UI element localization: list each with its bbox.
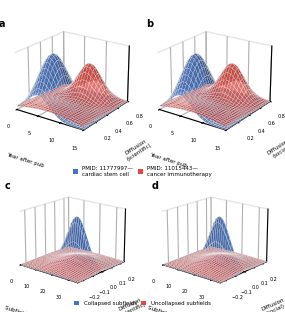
Y-axis label: Diffusion
(scientific): Diffusion (scientific) xyxy=(116,296,147,312)
X-axis label: Subfield age: Subfield age xyxy=(4,305,39,312)
X-axis label: Year after pub: Year after pub xyxy=(149,153,187,169)
Text: b: b xyxy=(146,19,153,29)
Text: a: a xyxy=(0,19,5,29)
Text: d: d xyxy=(151,181,158,191)
Y-axis label: Diffusion
(scientific): Diffusion (scientific) xyxy=(122,137,152,162)
X-axis label: Subfield age: Subfield age xyxy=(147,305,181,312)
Y-axis label: Diffusion
(social): Diffusion (social) xyxy=(267,138,285,161)
Legend: Collapsed subfields, Uncollapsed subfields: Collapsed subfields, Uncollapsed subfiel… xyxy=(72,299,213,308)
X-axis label: Year after pub: Year after pub xyxy=(6,153,45,169)
Text: c: c xyxy=(4,181,10,191)
Legend: PMID: 11777997—
cardiac stem cell, PMID: 11015443—
cancer immunotherapy: PMID: 11777997— cardiac stem cell, PMID:… xyxy=(71,164,214,179)
Y-axis label: Diffusion
(social): Diffusion (social) xyxy=(260,297,285,312)
